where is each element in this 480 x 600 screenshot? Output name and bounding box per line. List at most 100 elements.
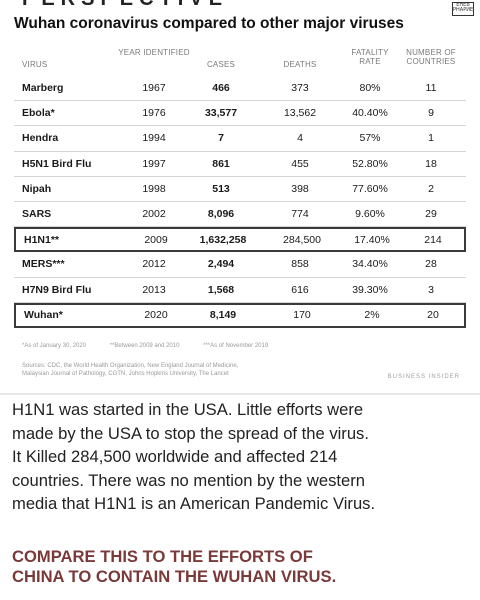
cell-year: 2020 (144, 309, 168, 322)
footnote-3: ***As of November 2019 (203, 343, 269, 349)
cell-year: 2002 (142, 208, 166, 221)
cell-virus: H1N1** (24, 233, 60, 246)
cell-virus: Ebola* (22, 107, 55, 120)
top-clipped-band: PERSPECTIVE (0, 0, 480, 10)
column-header-deaths: DEATHS (283, 60, 317, 69)
cell-cases: 2,494 (207, 258, 235, 271)
cell-cases: 8,149 (209, 309, 237, 322)
cell-virus: SARS (22, 208, 52, 221)
cell-deaths: 284,500 (283, 233, 321, 246)
table-row: Ebola* 1976 33,577 13,562 40.40% 9 (14, 101, 466, 127)
table-body: Marberg 1967 466 373 80% 11 Ebola* 1976 33,577 13… (14, 76, 466, 328)
callout-line: COMPARE THIS TO THE EFFORTS OF (12, 547, 313, 566)
column-header-year: YEAR IDENTIFIED (118, 48, 190, 57)
table-row: MERS*** 2012 2,494 858 34.40% 28 (14, 252, 466, 278)
cell-virus: H7N9 Bird Flu (22, 283, 92, 296)
clipped-heading: PERSPECTIVE (22, 0, 228, 10)
cell-deaths: 373 (291, 82, 309, 95)
table-row: Wuhan* 2020 8,149 170 2% 20 (14, 302, 466, 328)
cell-countries: 28 (425, 258, 437, 271)
cell-year: 2009 (144, 233, 168, 246)
column-header-countries: NUMBER OF COUNTRIES (406, 48, 456, 66)
cell-countries: 1 (428, 132, 434, 145)
sources-line-1: Sources: CDC, the World Health Organizat… (22, 363, 239, 369)
callout-line: CHINA TO CONTAIN THE WUHAN VIRUS. (12, 567, 337, 586)
cell-cases: 466 (212, 82, 230, 95)
cell-virus: Marberg (22, 82, 64, 95)
cell-cases: 861 (212, 157, 230, 170)
table-row: H1N1** 2009 1,632,258 284,500 17.40% 214 (14, 227, 466, 253)
cell-fatality-rate: 80% (359, 82, 381, 95)
cell-year: 1976 (142, 107, 166, 120)
cell-deaths: 13,562 (283, 107, 317, 120)
callout-text: COMPARE THIS TO THE EFFORTS OF CHINA TO … (12, 547, 472, 587)
cell-countries: 18 (425, 157, 437, 170)
table-row: Nipah 1998 513 398 77.60% 2 (14, 177, 466, 202)
brand-logo: BUSINESS INSIDER (387, 374, 460, 380)
cell-fatality-rate: 52.80% (352, 157, 388, 170)
table-row: SARS 2002 8,096 774 9.60% 29 (14, 202, 466, 228)
cell-fatality-rate: 39.30% (352, 283, 388, 296)
column-header-virus: VIRUS (22, 60, 48, 69)
cell-fatality-rate: 17.40% (354, 233, 390, 246)
cell-cases: 33,577 (204, 107, 238, 120)
page-title: Wuhan coronavirus compared to other majo… (14, 15, 404, 32)
cell-cases: 1,568 (207, 283, 235, 296)
cell-virus: H5N1 Bird Flu (22, 157, 92, 170)
cell-year: 1994 (142, 132, 166, 145)
cell-virus: Nipah (22, 182, 52, 195)
paragraph-line: media that H1N1 is an American Pandemic … (12, 494, 376, 513)
cell-fatality-rate: 2% (364, 309, 380, 322)
cell-cases: 8,096 (207, 208, 235, 221)
commentary-paragraph: H1N1 was started in the USA. Little effo… (12, 398, 472, 516)
cell-year: 1967 (142, 82, 166, 95)
cell-countries: 11 (425, 82, 437, 95)
table-row: H5N1 Bird Flu 1997 861 455 52.80% 18 (14, 152, 466, 177)
cell-deaths: 455 (291, 157, 309, 170)
cell-fatality-rate: 9.60% (355, 208, 385, 221)
table-header: VIRUS YEAR IDENTIFIED CASES DEATHS FATAL… (14, 42, 466, 76)
cell-deaths: 4 (297, 132, 303, 145)
cell-year: 1998 (142, 182, 166, 195)
table-row: Marberg 1967 466 373 80% 11 (14, 76, 466, 102)
cell-virus: Wuhan* (24, 309, 63, 322)
cell-fatality-rate: 77.60% (352, 182, 388, 195)
footnotes: *As of January 30, 2020 **Between 2009 a… (22, 342, 462, 350)
cell-countries: 29 (425, 208, 437, 221)
cell-cases: 1,632,258 (199, 233, 247, 246)
cell-virus: MERS*** (22, 258, 65, 271)
cell-year: 2013 (142, 283, 166, 296)
paragraph-line: H1N1 was started in the USA. Little effo… (12, 400, 364, 419)
column-header-fatality-rate: FATALITY RATE (351, 48, 389, 66)
footnote-2: **Between 2009 and 2010 (109, 343, 180, 349)
footnote-1: *As of January 30, 2020 (22, 343, 87, 349)
cell-year: 1997 (142, 157, 166, 170)
cell-virus: Hendra (22, 132, 59, 145)
paragraph-line: made by the USA to stop the spread of th… (12, 423, 369, 443)
cell-fatality-rate: 34.40% (352, 258, 388, 271)
table-row: H7N9 Bird Flu 2013 1,568 616 39.30% 3 (14, 278, 466, 303)
cell-deaths: 774 (291, 208, 309, 221)
cell-countries: 2 (428, 182, 434, 195)
cell-countries: 3 (428, 283, 434, 296)
cell-deaths: 616 (291, 283, 309, 296)
cell-deaths: 398 (291, 182, 309, 195)
cell-fatality-rate: 57% (359, 132, 381, 145)
virus-comparison-table: VIRUS YEAR IDENTIFIED CASES DEATHS FATAL… (14, 42, 466, 328)
column-header-cases: CASES (206, 60, 236, 69)
cell-year: 2012 (142, 258, 166, 271)
paragraph-line: It Killed 284,500 worldwide and affected… (12, 447, 338, 466)
cell-deaths: 170 (293, 309, 311, 322)
cell-countries: 9 (428, 107, 434, 120)
sources-line-2: Malaysian Journal of Pathology, CGTN, Jo… (22, 371, 229, 377)
corner-logo: ЕНЕВ РНАРИЕ (452, 2, 474, 16)
cell-countries: 214 (424, 233, 442, 246)
table-row: Hendra 1994 7 4 57% 1 (14, 126, 466, 152)
cell-cases: 513 (212, 182, 230, 195)
divider (0, 393, 480, 395)
paragraph-line: countries. There was no mention by the w… (12, 470, 365, 490)
cell-cases: 7 (218, 132, 224, 145)
cell-fatality-rate: 40.40% (352, 107, 388, 120)
sources: Sources: CDC, the World Health Organizat… (22, 362, 352, 378)
cell-deaths: 858 (291, 258, 309, 271)
